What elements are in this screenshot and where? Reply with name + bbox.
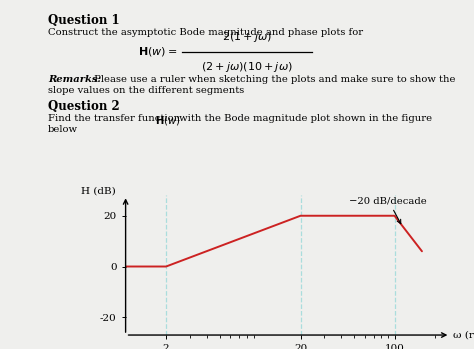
- Text: below: below: [48, 125, 78, 134]
- Text: −20 dB/decade: −20 dB/decade: [349, 196, 427, 224]
- Text: Please use a ruler when sketching the plots and make sure to show the: Please use a ruler when sketching the pl…: [91, 75, 456, 84]
- Text: $\mathbf{H}(w)=$: $\mathbf{H}(w)=$: [137, 45, 177, 59]
- Text: H (dB): H (dB): [82, 186, 116, 195]
- Text: slope values on the different segments: slope values on the different segments: [48, 86, 244, 95]
- Text: with the Bode magnitude plot shown in the figure: with the Bode magnitude plot shown in th…: [176, 114, 432, 123]
- Text: ω (rad/s): ω (rad/s): [453, 331, 474, 340]
- Text: Remarks:: Remarks:: [48, 75, 101, 84]
- Text: $(2+j\omega)(10+j\omega)$: $(2+j\omega)(10+j\omega)$: [201, 60, 293, 74]
- Text: $\mathbf{H}(w)$: $\mathbf{H}(w)$: [155, 114, 181, 127]
- Text: Find the transfer function: Find the transfer function: [48, 114, 183, 123]
- Text: $2(1+j\omega)$: $2(1+j\omega)$: [222, 30, 272, 44]
- Text: Question 1: Question 1: [48, 14, 119, 27]
- Text: Question 2: Question 2: [48, 100, 120, 113]
- Text: Construct the asymptotic Bode magnitude and phase plots for: Construct the asymptotic Bode magnitude …: [48, 28, 363, 37]
